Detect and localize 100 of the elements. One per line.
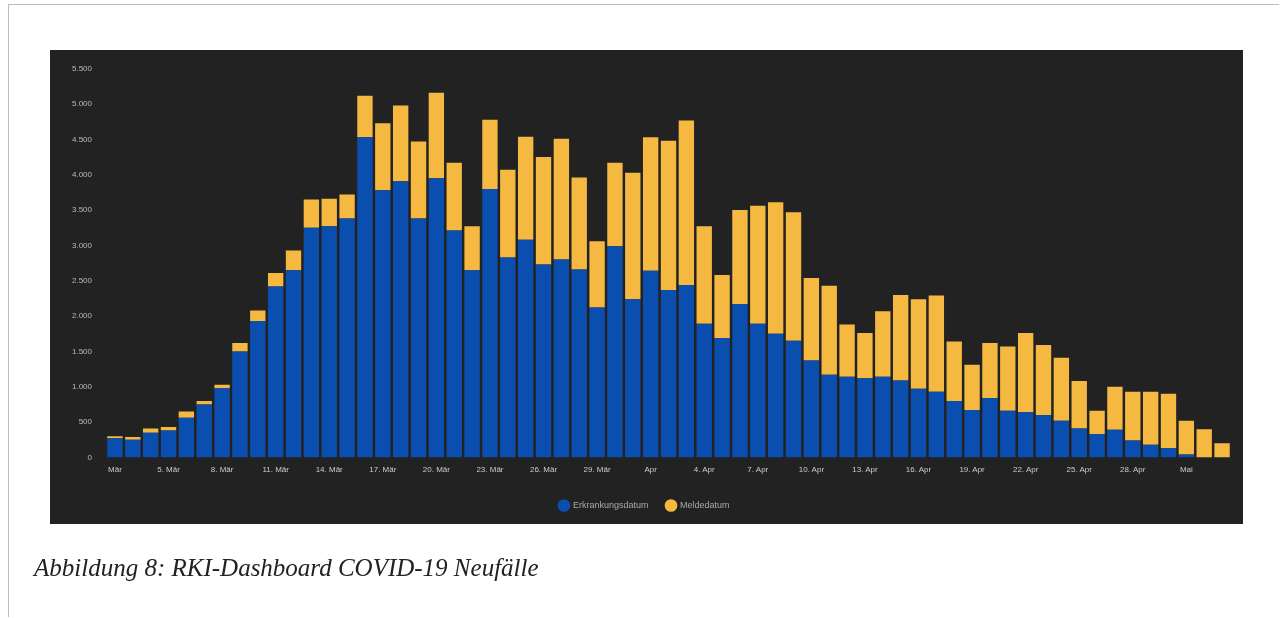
bar	[892, 294, 909, 381]
bar	[821, 285, 837, 375]
bar	[160, 427, 177, 431]
bar	[607, 162, 623, 247]
bar	[1125, 440, 1141, 458]
bar	[285, 270, 302, 458]
x-tick-label: 28. Apr	[1120, 465, 1146, 475]
bar	[125, 436, 141, 440]
y-tick-label: 500	[78, 417, 93, 427]
bar	[107, 436, 123, 439]
y-tick-label: 2.500	[71, 275, 93, 285]
bar	[428, 178, 445, 458]
bar	[767, 333, 784, 458]
bar	[964, 364, 980, 411]
bar	[678, 120, 695, 285]
bar	[660, 140, 677, 290]
bar	[982, 398, 998, 458]
bar	[1035, 415, 1052, 458]
text: Abbildung 8: RKI-Dashboard COVID-19 Neufälle	[34, 554, 539, 582]
bar	[321, 226, 337, 458]
bar	[375, 123, 391, 191]
y-tick-label: 3.500	[71, 205, 93, 215]
bar	[517, 239, 534, 458]
bar	[500, 257, 516, 458]
bar	[357, 95, 373, 138]
bar	[696, 226, 712, 324]
y-tick-label: 3.000	[71, 240, 93, 250]
bar	[464, 226, 480, 271]
bar	[500, 169, 516, 258]
bar	[321, 198, 337, 227]
bar	[732, 304, 748, 458]
bar	[232, 342, 248, 352]
bar	[1071, 428, 1087, 458]
bar	[1160, 393, 1177, 449]
y-tick-label: 2.000	[71, 311, 93, 321]
bar	[410, 218, 427, 458]
y-tick-label: 5.000	[71, 99, 93, 109]
bar	[696, 323, 712, 458]
bar	[857, 333, 873, 379]
bar	[589, 307, 605, 458]
bar	[1089, 434, 1105, 458]
bar	[660, 289, 677, 458]
bar	[1142, 444, 1159, 458]
bar	[732, 210, 748, 305]
bar	[714, 337, 730, 458]
bar	[625, 299, 641, 458]
bar	[946, 341, 962, 401]
bar	[142, 432, 159, 458]
bar	[589, 241, 605, 308]
bar	[535, 157, 552, 265]
x-tick-label: Mär	[108, 465, 123, 475]
bar	[1125, 391, 1141, 441]
bar	[1053, 420, 1070, 458]
bar	[892, 380, 909, 458]
bar	[642, 270, 659, 458]
bar	[785, 212, 802, 341]
y-tick-label: 1.500	[71, 346, 93, 356]
x-tick-label: 4. Apr	[693, 465, 716, 475]
x-tick-label: 29. Mär	[583, 465, 611, 475]
x-tick-label: 26. Mär	[529, 465, 558, 475]
bar	[107, 438, 123, 458]
bar	[625, 172, 641, 300]
x-tick-label: 16. Apr	[905, 465, 932, 475]
y-tick-label: 5.500	[71, 64, 93, 73]
bar	[1089, 410, 1105, 435]
x-tick-label: 23. Mär	[476, 465, 504, 475]
x-tick-label: 14. Mär	[315, 465, 344, 475]
bar	[910, 299, 927, 389]
bar	[196, 404, 212, 458]
bar	[607, 246, 623, 458]
bar	[267, 286, 284, 458]
bar	[1000, 410, 1016, 458]
bar	[946, 400, 962, 458]
bar	[785, 340, 802, 458]
bar	[160, 430, 177, 458]
bar	[857, 378, 873, 458]
legend-label: Meldedatum	[680, 499, 730, 510]
bar	[821, 374, 837, 458]
y-tick-label: 4.000	[71, 169, 93, 179]
y-tick-label: 1.000	[71, 381, 93, 391]
bar	[125, 439, 141, 458]
x-tick-label: Mai	[1179, 465, 1194, 475]
bar	[714, 275, 730, 338]
bar	[571, 177, 587, 270]
bar	[446, 162, 462, 231]
bar	[339, 194, 355, 219]
bar	[964, 410, 980, 458]
bar	[642, 137, 659, 271]
bar	[446, 230, 462, 458]
bar	[839, 324, 855, 377]
bar	[767, 202, 784, 334]
bar	[982, 342, 998, 399]
bar	[285, 250, 302, 271]
bar	[1017, 333, 1034, 413]
bar	[1107, 429, 1123, 458]
bar	[410, 141, 427, 219]
bar	[142, 428, 159, 433]
x-tick-label: 10. Apr	[798, 465, 825, 475]
bar	[875, 311, 891, 377]
bar	[517, 136, 534, 240]
